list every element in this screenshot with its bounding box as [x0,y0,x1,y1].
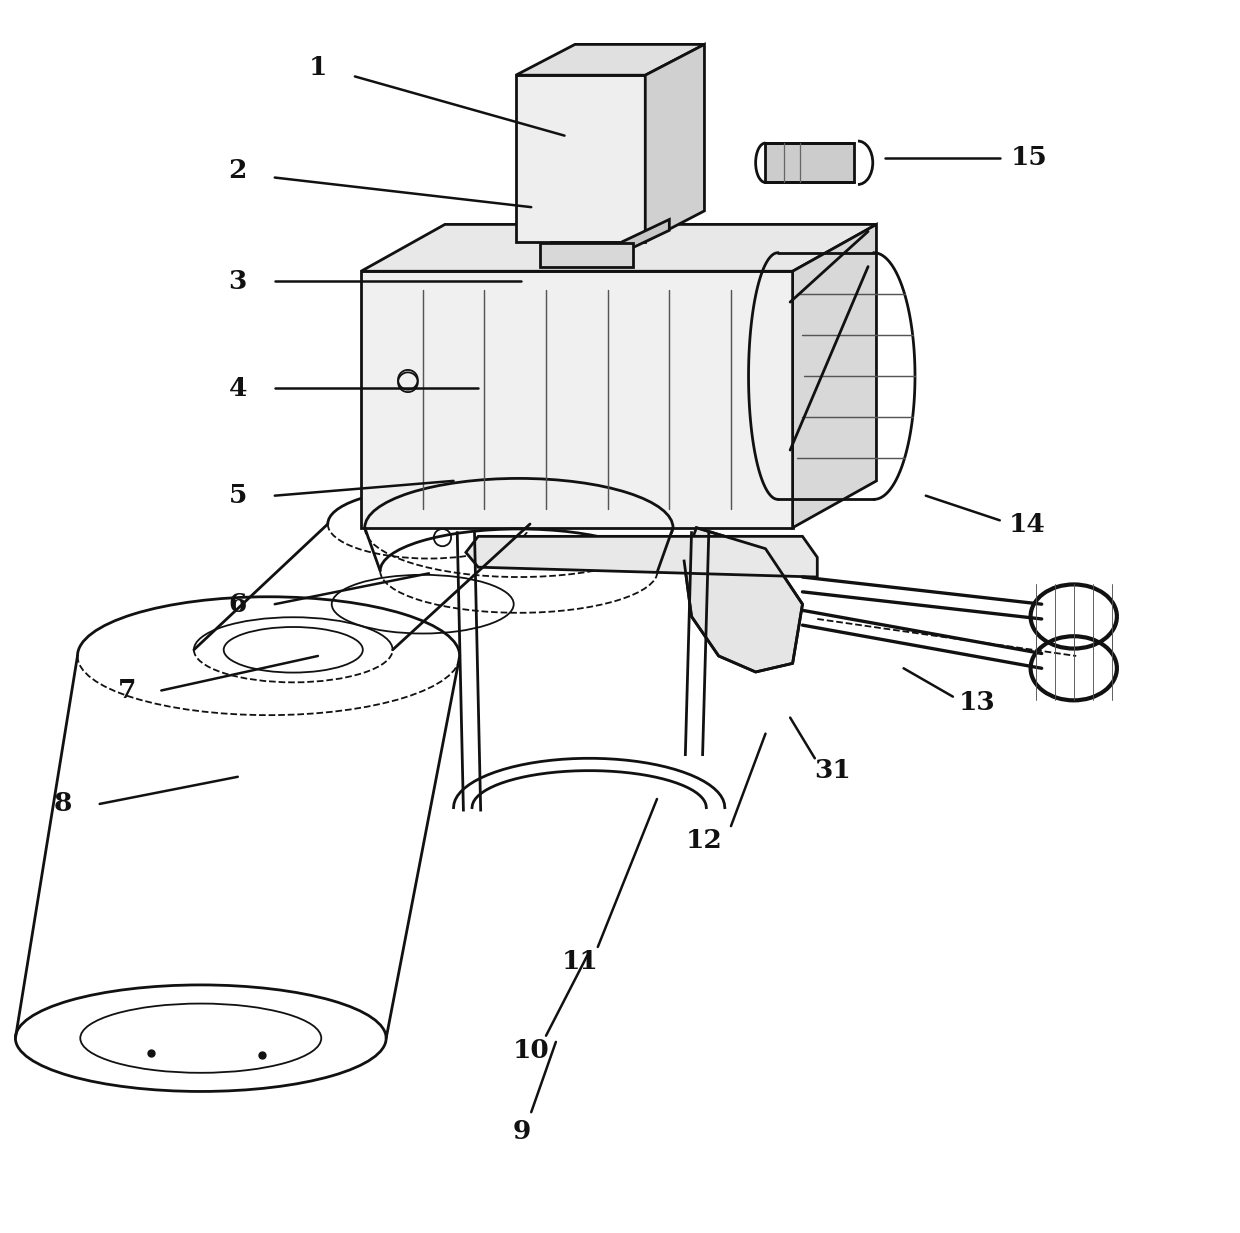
Text: 5: 5 [228,483,247,508]
Polygon shape [516,75,645,242]
Text: 15: 15 [1011,145,1048,170]
Polygon shape [361,271,792,528]
Text: 10: 10 [513,1038,549,1063]
Text: 8: 8 [53,792,72,816]
Text: 11: 11 [562,949,599,974]
Polygon shape [645,44,704,242]
Text: 4: 4 [228,376,247,401]
Text: 13: 13 [960,690,996,715]
Polygon shape [551,242,622,253]
Polygon shape [516,44,704,75]
Polygon shape [361,224,877,271]
Polygon shape [765,143,854,182]
Text: 6: 6 [228,592,247,616]
Text: 3: 3 [228,269,247,293]
Polygon shape [792,224,877,528]
Polygon shape [541,243,632,268]
Text: 9: 9 [512,1120,531,1144]
Polygon shape [684,528,802,672]
Polygon shape [622,219,670,253]
Text: 31: 31 [813,758,851,783]
Polygon shape [466,536,817,577]
Text: 7: 7 [118,678,136,703]
Text: 2: 2 [228,158,247,182]
Text: 12: 12 [686,829,722,853]
Text: 14: 14 [1008,512,1045,536]
Text: 1: 1 [309,55,327,80]
